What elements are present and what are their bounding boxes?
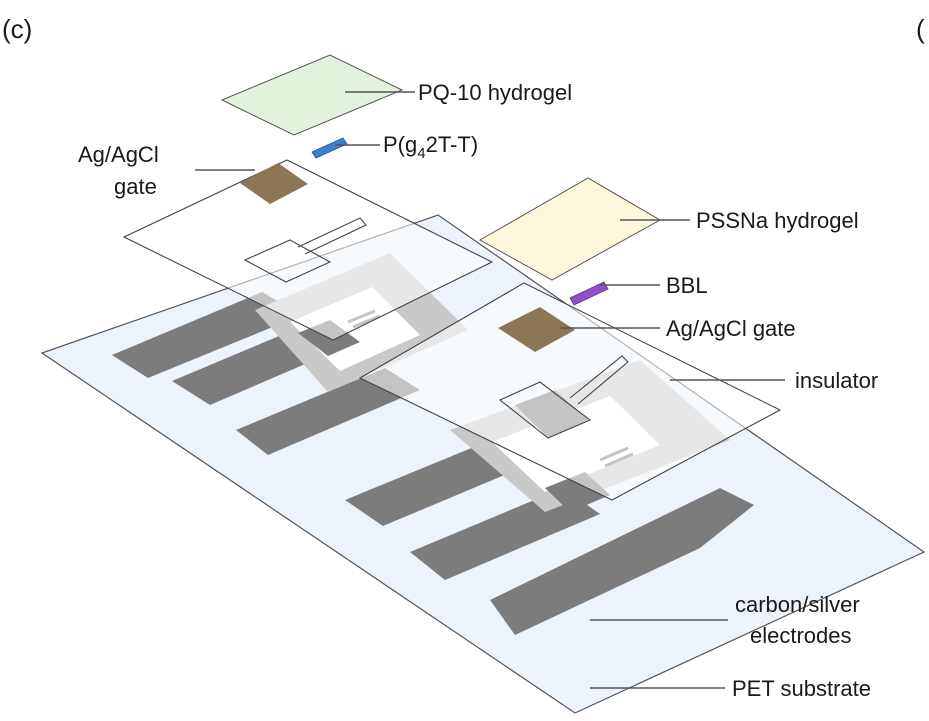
label-pg42tt: P(g42T-T) (383, 132, 478, 162)
label-insulator: insulator (795, 368, 878, 393)
left-electrode-3 (236, 368, 420, 455)
right-insulator-window (498, 381, 592, 439)
left-insulator-slot (297, 217, 367, 255)
label-bbl: BBL (666, 273, 708, 298)
label-pssna-hydrogel: PSSNa hydrogel (696, 208, 859, 233)
right-agagcl-gate (498, 307, 575, 352)
label-agagcl-gate-left-line2: gate (114, 174, 157, 199)
label-pet-substrate: PET substrate (732, 676, 871, 701)
label-pq10-hydrogel: PQ-10 hydrogel (418, 80, 572, 105)
label-agagcl-gate-right: Ag/AgCl gate (666, 316, 796, 341)
right-insulator-slot (569, 355, 629, 405)
panel-label-right: ( (916, 14, 925, 44)
label-electrodes-line2: electrodes (750, 623, 852, 648)
pg42tt-channel (311, 137, 348, 159)
label-agagcl-gate-left-line1: Ag/AgCl (78, 142, 159, 167)
right-insulator (358, 282, 782, 501)
right-electrode-3 (490, 488, 754, 635)
pq10-hydrogel (220, 54, 404, 136)
bbl-channel (569, 281, 609, 306)
panel-label: (c) (2, 14, 32, 44)
right-electrode-2 (410, 488, 600, 580)
left-electrode-1 (112, 292, 302, 378)
left-agagcl-gate (240, 163, 308, 204)
left-insulator-window (243, 239, 332, 283)
label-electrodes-line1: carbon/silver (735, 592, 860, 617)
